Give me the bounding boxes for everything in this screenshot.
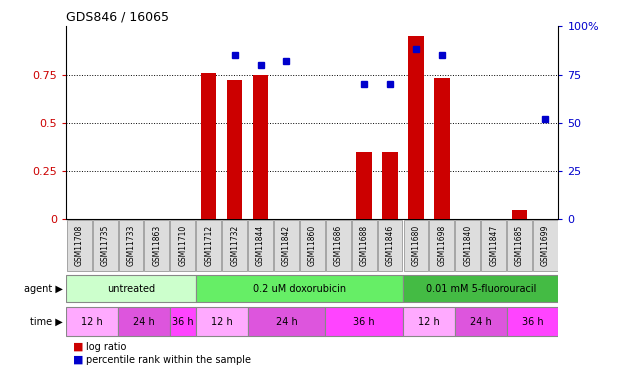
- Text: GSM11840: GSM11840: [463, 225, 472, 266]
- FancyBboxPatch shape: [403, 307, 455, 336]
- FancyBboxPatch shape: [93, 220, 117, 271]
- Bar: [408, 36, 424, 219]
- FancyBboxPatch shape: [430, 220, 454, 271]
- Text: agent ▶: agent ▶: [24, 284, 63, 294]
- FancyBboxPatch shape: [222, 220, 247, 271]
- Text: GSM11844: GSM11844: [256, 225, 265, 266]
- FancyBboxPatch shape: [377, 220, 403, 271]
- Text: percentile rank within the sample: percentile rank within the sample: [86, 355, 251, 365]
- Text: GSM11686: GSM11686: [334, 225, 343, 266]
- FancyBboxPatch shape: [274, 220, 299, 271]
- FancyBboxPatch shape: [67, 220, 91, 271]
- FancyBboxPatch shape: [326, 220, 351, 271]
- Text: 12 h: 12 h: [418, 316, 440, 327]
- FancyBboxPatch shape: [196, 220, 221, 271]
- Text: GSM11735: GSM11735: [100, 225, 110, 266]
- FancyBboxPatch shape: [170, 220, 195, 271]
- Bar: [434, 78, 450, 219]
- FancyBboxPatch shape: [118, 307, 170, 336]
- Text: 36 h: 36 h: [172, 316, 194, 327]
- Bar: [382, 152, 398, 219]
- Text: ■: ■: [73, 342, 83, 352]
- Text: GSM11710: GSM11710: [179, 225, 187, 266]
- Text: ■: ■: [73, 355, 83, 365]
- Text: GSM11732: GSM11732: [230, 225, 239, 266]
- Text: 0.2 uM doxorubicin: 0.2 uM doxorubicin: [253, 284, 346, 294]
- FancyBboxPatch shape: [196, 275, 403, 302]
- Text: 24 h: 24 h: [470, 316, 492, 327]
- Bar: [357, 152, 372, 219]
- FancyBboxPatch shape: [481, 220, 506, 271]
- FancyBboxPatch shape: [247, 307, 326, 336]
- FancyBboxPatch shape: [248, 220, 273, 271]
- Text: 36 h: 36 h: [522, 316, 543, 327]
- Text: GSM11733: GSM11733: [127, 225, 136, 266]
- FancyBboxPatch shape: [351, 220, 377, 271]
- Text: 36 h: 36 h: [353, 316, 375, 327]
- Text: GSM11698: GSM11698: [437, 225, 446, 266]
- Text: 24 h: 24 h: [276, 316, 297, 327]
- FancyBboxPatch shape: [66, 307, 118, 336]
- FancyBboxPatch shape: [119, 220, 143, 271]
- FancyBboxPatch shape: [507, 307, 558, 336]
- Text: GDS846 / 16065: GDS846 / 16065: [66, 11, 169, 24]
- Text: GSM11846: GSM11846: [386, 225, 394, 266]
- FancyBboxPatch shape: [170, 307, 196, 336]
- FancyBboxPatch shape: [455, 307, 507, 336]
- Text: GSM11712: GSM11712: [204, 225, 213, 266]
- Text: untreated: untreated: [107, 284, 155, 294]
- Text: 0.01 mM 5-fluorouracil: 0.01 mM 5-fluorouracil: [425, 284, 536, 294]
- FancyBboxPatch shape: [456, 220, 480, 271]
- Bar: [253, 75, 268, 219]
- FancyBboxPatch shape: [66, 275, 196, 302]
- Text: GSM11847: GSM11847: [489, 225, 498, 266]
- Bar: [227, 80, 242, 219]
- FancyBboxPatch shape: [533, 220, 558, 271]
- FancyBboxPatch shape: [196, 307, 247, 336]
- Text: 12 h: 12 h: [81, 316, 103, 327]
- Text: GSM11685: GSM11685: [515, 225, 524, 266]
- Text: GSM11680: GSM11680: [411, 225, 420, 266]
- FancyBboxPatch shape: [144, 220, 169, 271]
- Text: GSM11708: GSM11708: [74, 225, 84, 266]
- Text: GSM11863: GSM11863: [153, 225, 162, 266]
- Text: GSM11688: GSM11688: [360, 225, 369, 266]
- FancyBboxPatch shape: [300, 220, 325, 271]
- Text: 24 h: 24 h: [133, 316, 155, 327]
- Bar: [512, 210, 528, 219]
- Text: time ▶: time ▶: [30, 316, 63, 327]
- Text: log ratio: log ratio: [86, 342, 127, 352]
- Text: GSM11699: GSM11699: [541, 225, 550, 266]
- Text: 12 h: 12 h: [211, 316, 233, 327]
- FancyBboxPatch shape: [507, 220, 532, 271]
- Bar: [201, 73, 216, 219]
- FancyBboxPatch shape: [404, 220, 428, 271]
- Text: GSM11860: GSM11860: [308, 225, 317, 266]
- Text: GSM11842: GSM11842: [282, 225, 291, 266]
- FancyBboxPatch shape: [326, 307, 403, 336]
- FancyBboxPatch shape: [403, 275, 558, 302]
